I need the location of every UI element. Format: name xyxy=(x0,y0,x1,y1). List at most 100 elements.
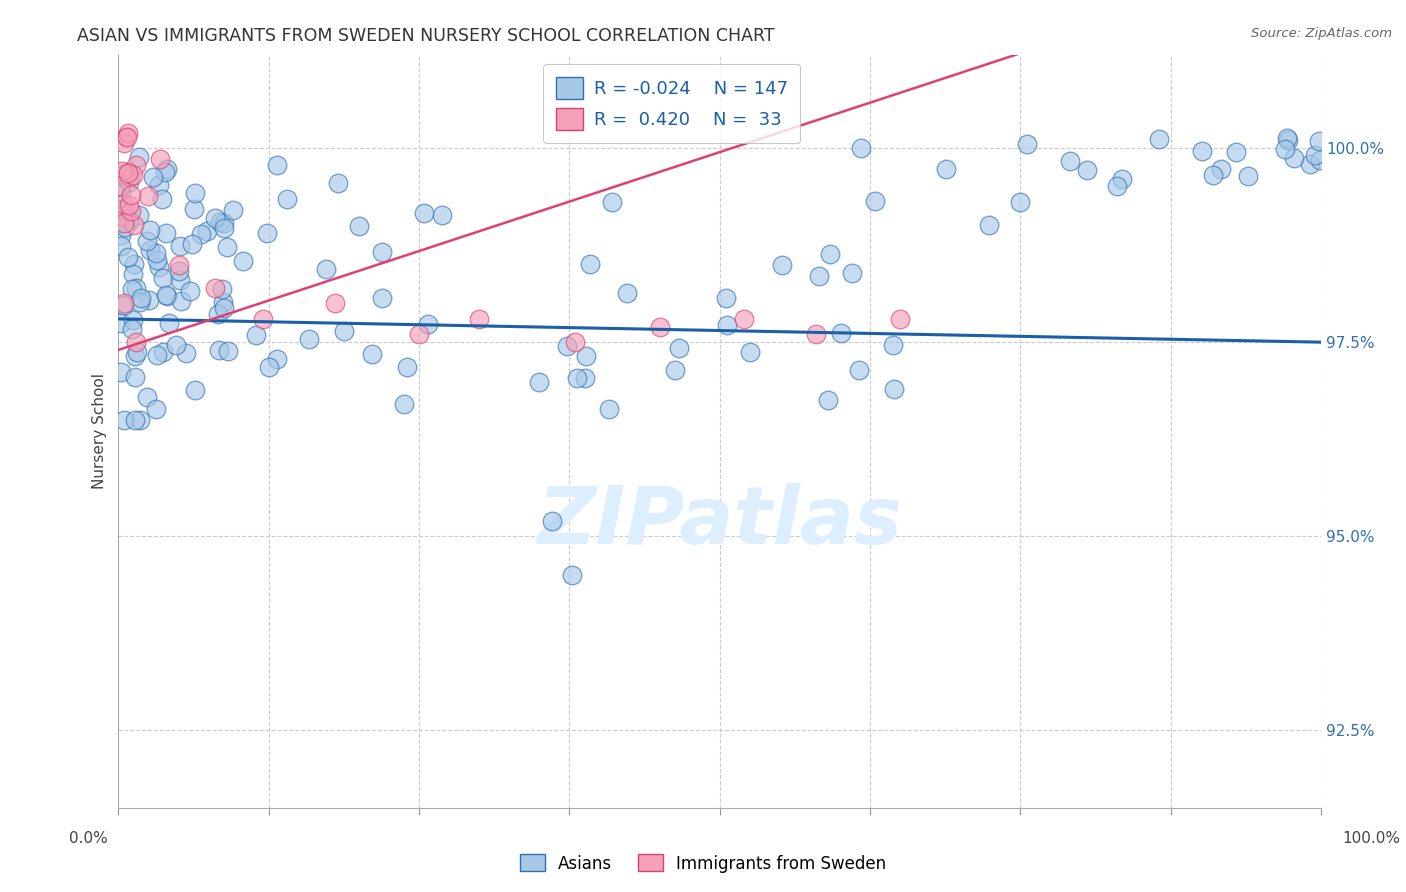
Point xyxy=(555,339,578,353)
Point xyxy=(232,254,254,268)
Point xyxy=(136,189,159,203)
Point xyxy=(155,288,177,302)
Point xyxy=(117,166,139,180)
Point xyxy=(208,343,231,357)
Point xyxy=(841,266,863,280)
Point xyxy=(174,345,197,359)
Point xyxy=(266,158,288,172)
Point xyxy=(1274,142,1296,156)
Point xyxy=(716,291,738,305)
Point xyxy=(118,169,141,184)
Point xyxy=(180,237,202,252)
Point xyxy=(129,294,152,309)
Point xyxy=(276,192,298,206)
Point xyxy=(117,164,139,178)
Point xyxy=(169,238,191,252)
Point xyxy=(1225,145,1247,160)
Point xyxy=(851,141,873,155)
Point xyxy=(139,223,162,237)
Point xyxy=(110,216,132,230)
Point xyxy=(152,270,174,285)
Point xyxy=(207,307,229,321)
Point xyxy=(139,243,162,257)
Legend: Asians, Immigrants from Sweden: Asians, Immigrants from Sweden xyxy=(513,847,893,880)
Point xyxy=(146,252,169,267)
Point xyxy=(598,402,620,417)
Point xyxy=(179,284,201,298)
Point xyxy=(716,318,738,332)
Y-axis label: Nursery School: Nursery School xyxy=(93,374,107,490)
Point xyxy=(1309,153,1331,167)
Point xyxy=(114,220,136,235)
Point xyxy=(155,226,177,240)
Point xyxy=(112,167,135,181)
Point xyxy=(347,219,370,233)
Point xyxy=(145,246,167,260)
Point xyxy=(110,228,132,243)
Point xyxy=(1282,151,1305,165)
Point xyxy=(125,158,148,172)
Point xyxy=(136,235,159,249)
Point xyxy=(416,317,439,331)
Point xyxy=(110,365,132,379)
Point xyxy=(165,338,187,352)
Point xyxy=(396,359,419,374)
Point xyxy=(820,247,842,261)
Point xyxy=(575,349,598,363)
Point xyxy=(170,293,193,308)
Point xyxy=(108,179,131,194)
Point xyxy=(333,324,356,338)
Point xyxy=(1107,179,1129,194)
Point xyxy=(209,215,232,229)
Point xyxy=(112,136,135,150)
Point xyxy=(565,371,588,385)
Point xyxy=(169,273,191,287)
Point xyxy=(112,216,135,230)
Point xyxy=(212,294,235,309)
Point xyxy=(1015,137,1038,152)
Point xyxy=(118,198,141,212)
Point xyxy=(169,264,191,278)
Point xyxy=(124,413,146,427)
Point xyxy=(114,208,136,222)
Point xyxy=(122,219,145,233)
Point xyxy=(977,218,1000,232)
Point xyxy=(124,370,146,384)
Point xyxy=(121,267,143,281)
Point xyxy=(110,239,132,253)
Point xyxy=(118,214,141,228)
Point xyxy=(360,347,382,361)
Point xyxy=(136,390,159,404)
Point xyxy=(1059,154,1081,169)
Point xyxy=(770,259,793,273)
Point xyxy=(114,298,136,312)
Point xyxy=(148,260,170,275)
Point xyxy=(561,568,583,582)
Point xyxy=(122,257,145,271)
Point xyxy=(256,227,278,241)
Point xyxy=(408,327,430,342)
Point xyxy=(889,312,911,326)
Point xyxy=(148,178,170,192)
Point xyxy=(1010,194,1032,209)
Point xyxy=(1111,172,1133,186)
Point xyxy=(155,165,177,179)
Point xyxy=(129,291,152,305)
Point xyxy=(1191,145,1213,159)
Point xyxy=(183,383,205,397)
Point xyxy=(863,194,886,208)
Point xyxy=(529,375,551,389)
Point xyxy=(817,393,839,408)
Text: ZIPatlas: ZIPatlas xyxy=(537,483,903,561)
Point xyxy=(117,250,139,264)
Point xyxy=(1076,162,1098,177)
Point xyxy=(848,363,870,377)
Point xyxy=(195,224,218,238)
Point xyxy=(217,344,239,359)
Point xyxy=(1209,161,1232,176)
Point xyxy=(579,256,602,270)
Point xyxy=(157,316,180,330)
Point xyxy=(204,211,226,225)
Point xyxy=(574,370,596,384)
Point xyxy=(883,383,905,397)
